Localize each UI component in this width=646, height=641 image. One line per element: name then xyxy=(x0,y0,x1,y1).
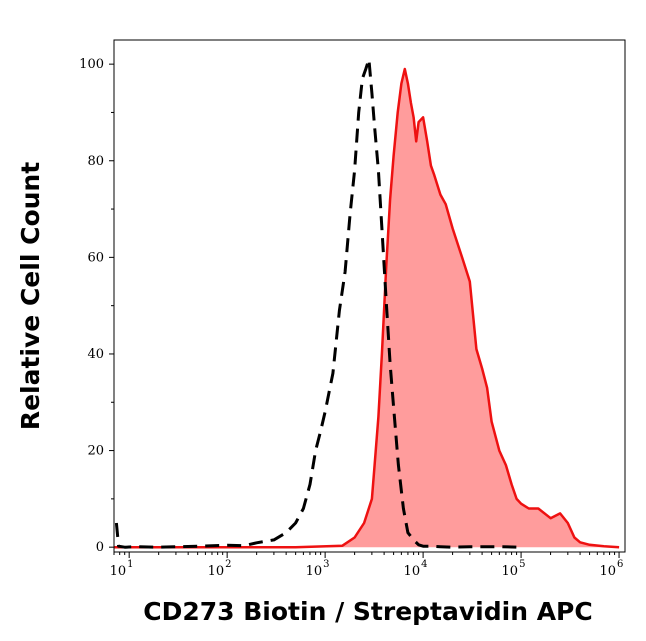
x-tick-exponent: 4 xyxy=(421,559,427,570)
series-1-area xyxy=(114,69,620,548)
x-tick-exponent: 2 xyxy=(225,559,231,570)
y-tick-label: 100 xyxy=(79,57,104,72)
x-axis-title: CD273 Biotin / Streptavidin APC xyxy=(143,597,592,626)
series-fill-layer xyxy=(114,69,620,548)
y-axis: 0 20 40 60 80 100 xyxy=(79,57,114,555)
x-tick-base: 10 xyxy=(600,564,617,579)
y-tick-label: 40 xyxy=(87,347,104,362)
x-tick-exponent: 1 xyxy=(127,559,133,570)
x-tick-base: 10 xyxy=(502,564,519,579)
y-tick-label: 60 xyxy=(87,250,104,265)
plot-frame xyxy=(113,39,626,553)
x-tick-exponent: 5 xyxy=(519,559,525,570)
x-tick-base: 10 xyxy=(110,564,127,579)
x-tick-base: 10 xyxy=(306,564,323,579)
x-tick-base: 10 xyxy=(404,564,421,579)
y-axis-title: Relative Cell Count xyxy=(16,162,45,430)
y-tick-label: 20 xyxy=(87,444,104,459)
series-1-line xyxy=(114,67,620,549)
x-tick-exponent: 6 xyxy=(617,559,623,570)
y-tick-label: 80 xyxy=(87,154,104,169)
x-axis: 10 1 10 2 10 3 10 4 10 5 10 6 xyxy=(110,552,623,579)
series-0-line xyxy=(114,57,522,549)
x-tick-exponent: 3 xyxy=(323,559,329,570)
y-tick-label: 0 xyxy=(96,540,104,555)
series-line-layer xyxy=(114,57,620,549)
x-tick-base: 10 xyxy=(208,564,225,579)
